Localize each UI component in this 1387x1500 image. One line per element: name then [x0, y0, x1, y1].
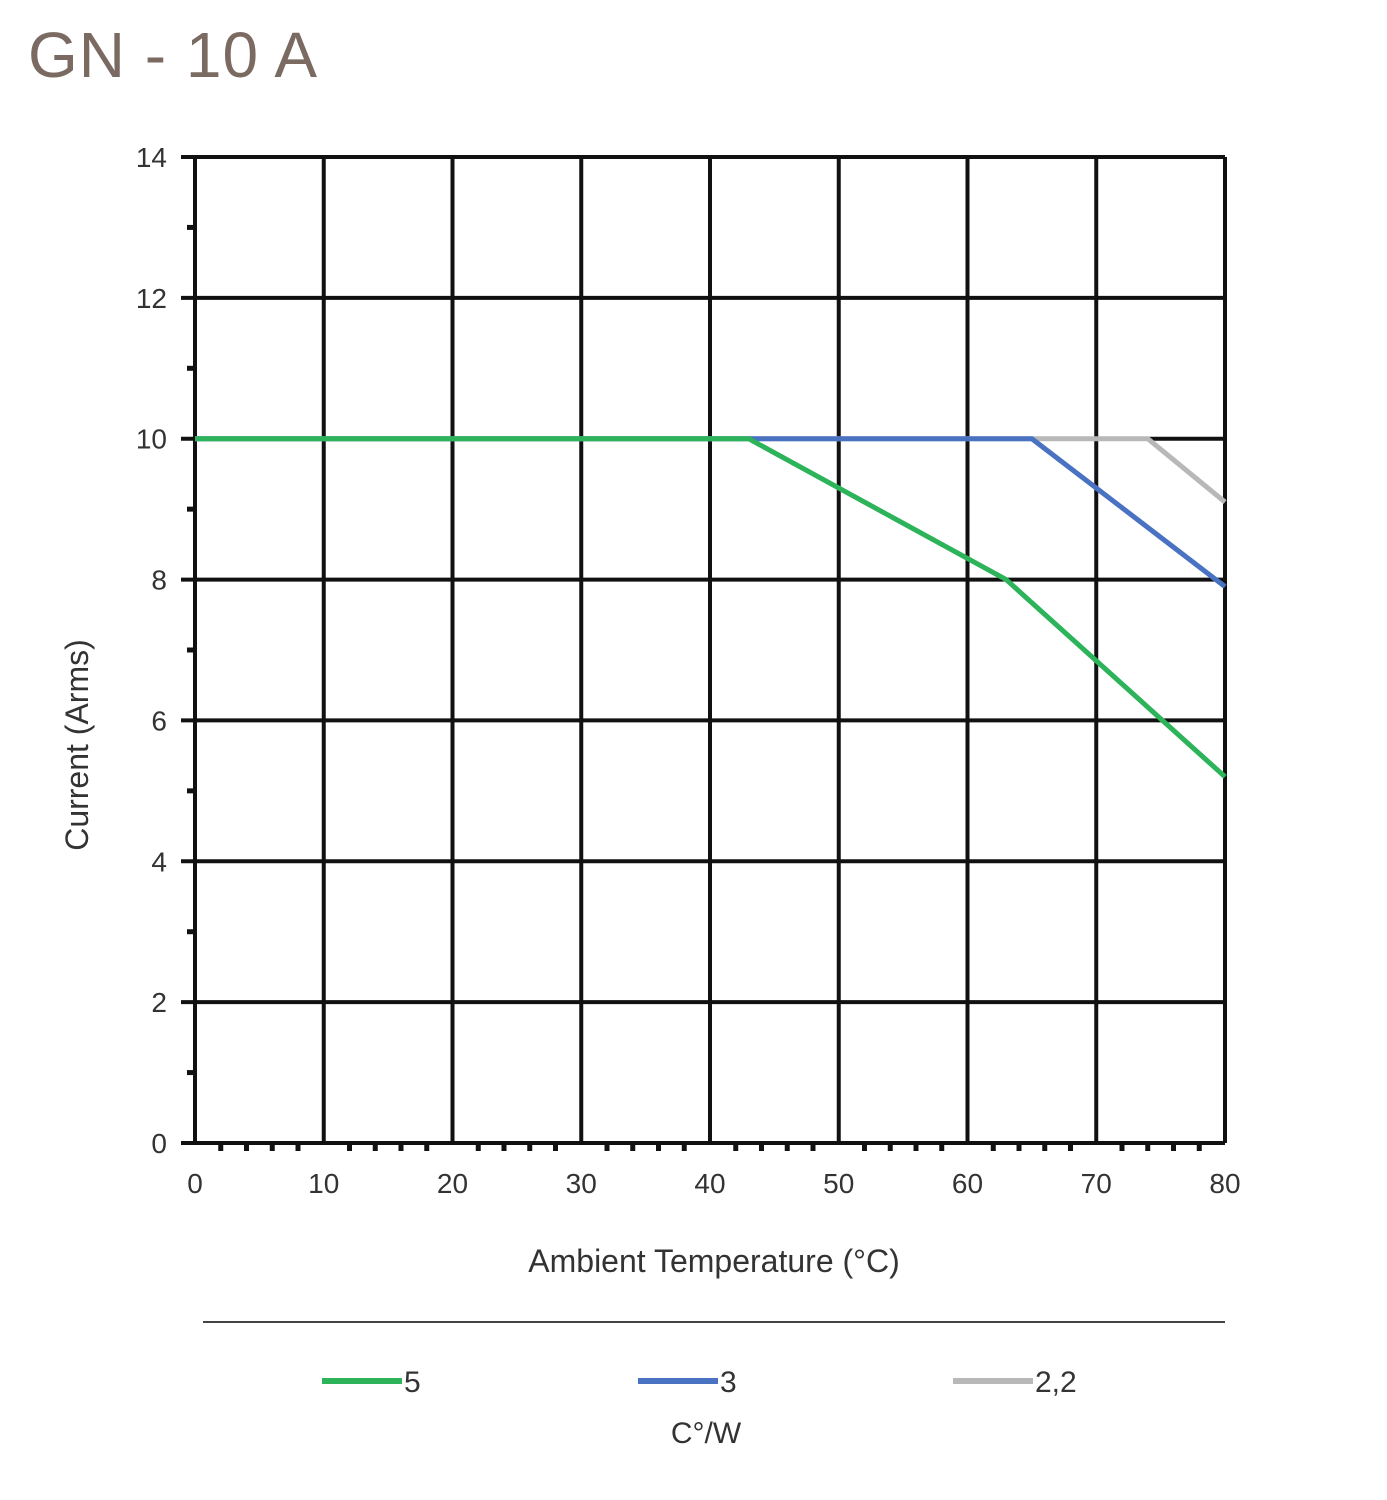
x-tick-label: 80 — [1209, 1168, 1240, 1199]
y-tick-label: 8 — [151, 565, 167, 596]
tick-labels: 0 10 20 30 40 50 60 70 80 0 2 4 6 8 10 12 14 — [136, 142, 1241, 1199]
legend-title: C°/W — [671, 1417, 742, 1450]
minor-ticks — [187, 224, 1202, 1151]
legend-label: 5 — [404, 1366, 421, 1399]
y-tick-label: 4 — [151, 846, 167, 877]
x-tick-label: 10 — [308, 1168, 339, 1199]
y-tick-label: 6 — [151, 705, 167, 736]
legend-label: 2,2 — [1035, 1366, 1077, 1399]
x-tick-label: 0 — [187, 1168, 203, 1199]
x-axis-title: Ambient Temperature (°C) — [528, 1243, 899, 1279]
x-tick-label: 70 — [1081, 1168, 1112, 1199]
legend-label: 3 — [720, 1366, 737, 1399]
x-tick-label: 60 — [952, 1168, 983, 1199]
y-tick-label: 12 — [136, 283, 167, 314]
y-tick-label: 10 — [136, 424, 167, 455]
series-line-5 — [195, 436, 1227, 779]
x-tick-label: 20 — [437, 1168, 468, 1199]
x-tick-label: 40 — [694, 1168, 725, 1199]
y-tick-label: 14 — [136, 142, 167, 173]
y-tick-label: 2 — [151, 987, 167, 1018]
grid — [181, 155, 1227, 1145]
y-tick-label: 0 — [151, 1128, 167, 1159]
chart-title: GN - 10 A — [28, 19, 318, 91]
y-axis-title: Current (Arms) — [59, 639, 95, 851]
legend: 5 3 2,2 — [322, 1366, 1077, 1399]
series-lines — [195, 436, 1227, 779]
x-tick-label: 50 — [823, 1168, 854, 1199]
x-tick-label: 30 — [566, 1168, 597, 1199]
